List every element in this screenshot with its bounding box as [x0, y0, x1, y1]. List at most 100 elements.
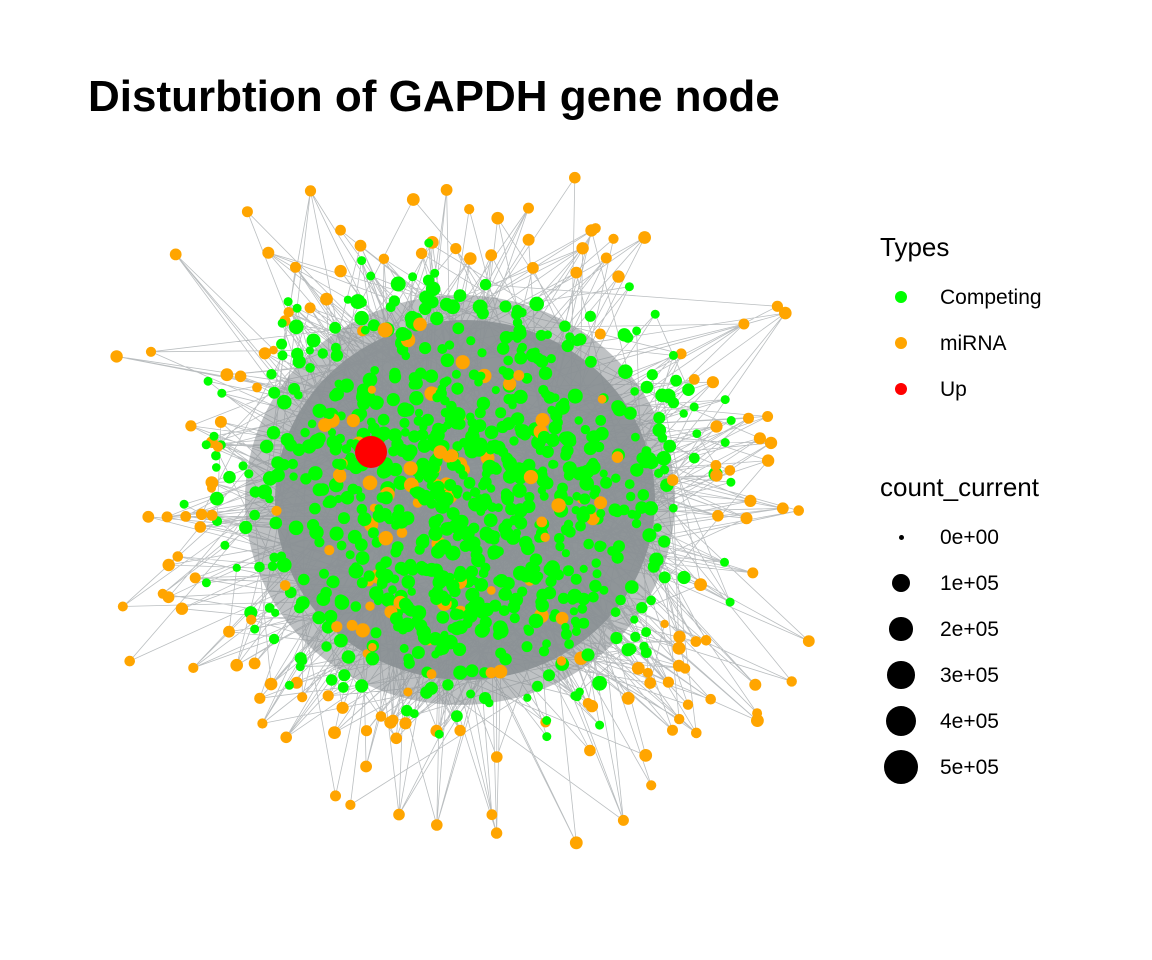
competing-node [424, 474, 434, 483]
mirna-node [535, 413, 550, 428]
competing-node [470, 487, 480, 498]
competing-node [682, 383, 695, 397]
competing-node [688, 452, 700, 464]
competing-node [277, 350, 288, 361]
competing-node [419, 439, 432, 452]
competing-node [386, 393, 400, 407]
competing-node [529, 296, 544, 312]
competing-node [649, 552, 664, 567]
competing-node [466, 689, 476, 699]
competing-node [636, 602, 648, 614]
mirna-node [576, 242, 589, 255]
competing-node [408, 272, 418, 282]
competing-node [373, 596, 383, 606]
mirna-node [264, 677, 278, 691]
competing-node [409, 391, 424, 406]
competing-node [321, 641, 332, 652]
competing-node [560, 628, 572, 640]
competing-node [217, 388, 227, 398]
competing-node [569, 607, 579, 616]
mirna-node [290, 261, 301, 273]
mirna-node [621, 691, 635, 705]
competing-node [408, 379, 419, 390]
competing-node [653, 411, 666, 424]
competing-node [624, 282, 634, 292]
mirna-node [682, 699, 694, 710]
competing-node [179, 499, 189, 509]
competing-node [365, 392, 376, 402]
competing-node [458, 470, 468, 480]
competing-node [657, 433, 668, 443]
competing-node [312, 483, 326, 497]
competing-node [388, 295, 400, 307]
competing-node [493, 546, 504, 557]
competing-node [421, 413, 434, 426]
mirna-node [336, 701, 349, 714]
mirna-node [569, 836, 583, 850]
competing-node [265, 494, 274, 504]
mirna-node [638, 231, 651, 244]
mirna-node [360, 760, 372, 773]
mirna-node [660, 619, 669, 629]
competing-node [726, 416, 736, 425]
competing-node [449, 415, 464, 430]
mirna-node [375, 711, 387, 722]
competing-node [466, 336, 476, 346]
mirna-node [205, 476, 218, 489]
mirna-node [188, 662, 199, 674]
competing-node [555, 541, 565, 552]
competing-node [399, 643, 409, 653]
competing-node [532, 680, 543, 692]
competing-node [528, 613, 544, 629]
competing-node [378, 463, 393, 478]
competing-node [404, 604, 417, 617]
competing-node [506, 531, 521, 545]
competing-node [437, 344, 448, 354]
competing-node [422, 274, 435, 286]
competing-node [201, 440, 211, 450]
competing-node [650, 309, 660, 319]
mirna-node [333, 468, 347, 482]
competing-node [388, 446, 399, 457]
mirna-node [464, 252, 477, 265]
competing-node [360, 325, 370, 335]
mirna-node [257, 718, 268, 729]
competing-node [639, 641, 649, 652]
competing-node [312, 403, 327, 418]
competing-node [283, 297, 293, 307]
competing-node [375, 561, 387, 573]
competing-node [276, 338, 288, 350]
competing-node [579, 493, 591, 505]
competing-node [357, 397, 371, 411]
competing-node [413, 416, 424, 426]
mirna-node [162, 558, 175, 572]
competing-node [419, 342, 432, 355]
mirna-node [710, 420, 723, 433]
mirna-node [280, 731, 293, 744]
competing-node [524, 625, 535, 636]
competing-node [277, 394, 292, 410]
competing-node [440, 408, 450, 418]
competing-node [308, 466, 323, 481]
competing-node [232, 563, 241, 572]
competing-node [338, 669, 351, 682]
competing-node [486, 484, 496, 493]
mirna-node [743, 412, 754, 424]
competing-node [280, 433, 294, 447]
competing-node [592, 569, 602, 579]
competing-node [388, 462, 403, 477]
competing-node [535, 329, 547, 341]
mirna-node [617, 814, 629, 826]
competing-node [658, 535, 671, 548]
competing-node [509, 515, 520, 526]
mirna-node [738, 318, 750, 330]
competing-node [622, 332, 634, 343]
competing-node [480, 562, 491, 573]
mirna-node [360, 725, 373, 737]
competing-node [668, 350, 678, 360]
mirna-node [330, 790, 341, 802]
competing-node [416, 429, 429, 441]
competing-node [550, 409, 563, 422]
mirna-node [335, 224, 346, 236]
